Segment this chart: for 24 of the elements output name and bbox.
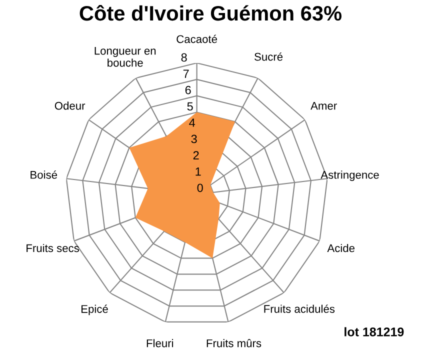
spoke-label: Longueur en bouche: [94, 47, 156, 67]
spoke-label: Epicé: [82, 304, 108, 316]
spoke-label: Sucré: [254, 52, 283, 61]
spoke-label: Fruits secs: [26, 244, 79, 252]
y-tick-label: 0: [197, 184, 203, 192]
spoke-label: Cacaoté: [176, 34, 218, 44]
y-tick-label: 3: [191, 134, 197, 144]
y-tick-label: 8: [181, 53, 187, 62]
spoke-label: Astringence: [320, 170, 379, 181]
y-tick-label: 2: [193, 151, 199, 160]
spoke-label: Fruits mûrs: [206, 339, 262, 348]
y-tick-label: 5: [187, 102, 193, 111]
spoke-label: Fruits acidulés: [264, 304, 335, 313]
spoke-label: Fleuri: [146, 339, 174, 348]
spoke-label: Boisé: [30, 170, 58, 179]
chart-title: Côte d'Ivoire Guémon 63%: [80, 4, 342, 21]
spoke-label: Odeur: [54, 102, 86, 110]
y-tick-label: 1: [196, 168, 201, 176]
spoke-label: Acide: [327, 244, 355, 252]
y-tick-label: 6: [185, 86, 191, 94]
y-tick-label: 7: [183, 70, 189, 78]
text: lot 181219: [344, 327, 404, 336]
spoke-label: Amer: [310, 102, 337, 110]
y-tick-label: 4: [189, 118, 196, 127]
